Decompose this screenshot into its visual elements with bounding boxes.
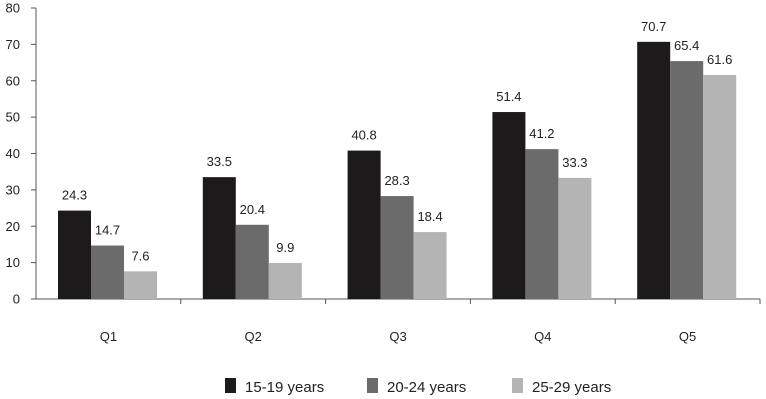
y-tick-label: 10 xyxy=(6,255,20,270)
legend-swatch xyxy=(512,378,523,393)
data-label: 33.3 xyxy=(562,155,587,170)
bar-q3-series-1 xyxy=(347,150,381,299)
legend-label: 20-24 years xyxy=(387,379,466,396)
data-label: 18.4 xyxy=(417,209,442,224)
x-tick-label: Q1 xyxy=(100,329,117,344)
data-label: 41.2 xyxy=(529,126,554,141)
data-label: 28.3 xyxy=(384,173,409,188)
y-tick-label: 40 xyxy=(6,146,20,161)
bar-q2-series-1 xyxy=(202,177,236,299)
y-tick-label: 0 xyxy=(13,292,20,307)
legend-swatch xyxy=(225,378,236,393)
y-tick-label: 30 xyxy=(6,182,20,197)
bar-q1-series-2 xyxy=(91,245,124,299)
x-tick-label: Q3 xyxy=(389,329,406,344)
y-tick-label: 50 xyxy=(6,110,20,125)
x-tick-label: Q4 xyxy=(534,329,551,344)
y-tick-label: 70 xyxy=(6,37,20,52)
y-tick-label: 80 xyxy=(6,1,20,16)
data-label: 51.4 xyxy=(496,89,521,104)
y-tick-label: 60 xyxy=(6,73,20,88)
bar-q4-series-1 xyxy=(492,112,526,299)
legend: 15-19 years 20-24 years 25-29 years xyxy=(225,378,611,396)
bar-q2-series-3 xyxy=(268,262,302,299)
data-label: 61.6 xyxy=(707,52,732,67)
bar-q3-series-3 xyxy=(413,232,447,299)
bar-q4-series-3 xyxy=(558,177,592,299)
data-label: 24.3 xyxy=(62,188,87,203)
bar-q5-series-2 xyxy=(670,61,704,299)
data-label: 14.7 xyxy=(95,223,120,238)
data-label: 20.4 xyxy=(240,202,265,217)
x-tick-label: Q2 xyxy=(245,329,262,344)
data-label: 65.4 xyxy=(674,38,699,53)
bar-q2-series-2 xyxy=(235,224,269,299)
bar-q5-series-3 xyxy=(703,74,737,300)
data-label: 40.8 xyxy=(351,128,376,143)
legend-label: 15-19 years xyxy=(245,379,324,396)
bar-q4-series-2 xyxy=(525,149,559,299)
data-label: 70.7 xyxy=(641,19,666,34)
bar-q3-series-2 xyxy=(380,196,414,299)
data-label: 33.5 xyxy=(207,154,232,169)
bar-q1-series-1 xyxy=(58,210,91,299)
y-tick-label: 20 xyxy=(6,219,20,234)
axes: 0 10 20 30 40 50 60 70 80 Q1 Q2 Q3 Q4 Q5 xyxy=(6,1,761,344)
data-label: 9.9 xyxy=(276,240,294,255)
legend-swatch xyxy=(367,378,378,393)
bars xyxy=(58,41,737,300)
bar-q5-series-1 xyxy=(637,41,671,300)
data-labels: 24.3 33.5 40.8 51.4 70.7 14.7 20.4 28.3 41.2 65.4… xyxy=(62,19,733,264)
data-label: 7.6 xyxy=(131,248,149,263)
legend-label: 25-29 years xyxy=(532,379,611,396)
bar-q1-series-3 xyxy=(124,271,157,299)
x-tick-label: Q5 xyxy=(679,329,696,344)
